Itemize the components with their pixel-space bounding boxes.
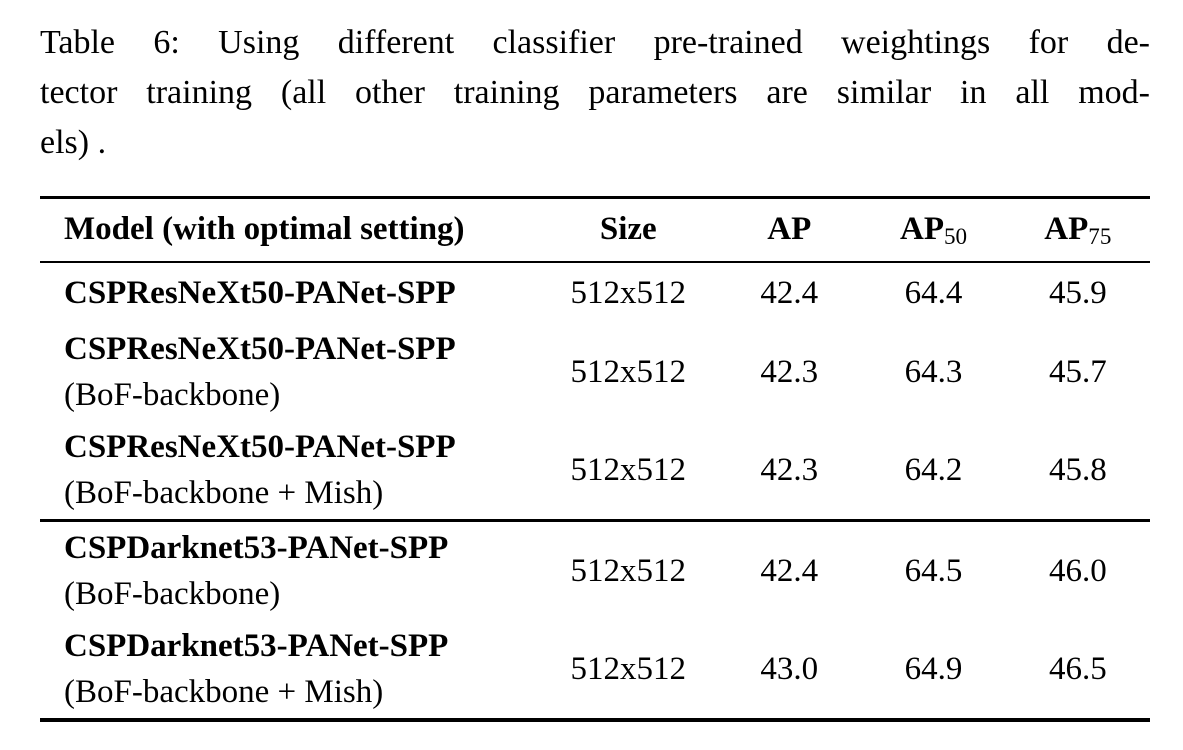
ap75-cell: 45.8 [1048, 451, 1107, 488]
model-cell: CSPDarknet53-PANet-SPP (BoF-backbone + M… [40, 620, 540, 720]
ap-cell: 42.3 [760, 353, 819, 390]
header-size: Size [539, 197, 718, 263]
model-name: CSPDarknet53-PANet-SPP [64, 530, 449, 566]
ap-cell: 42.4 [717, 519, 862, 620]
table-row: CSPDarknet53-PANet-SPP (BoF-backbone) 51… [40, 519, 1150, 620]
model-name: CSPDarknet53-PANet-SPP [64, 628, 449, 664]
size-cell: 512x512 [539, 519, 718, 620]
ap75-cell: 46.5 [1048, 650, 1107, 687]
header-ap50: AP50 [861, 197, 1006, 263]
size-cell: 512x512 [570, 451, 687, 488]
model-cell: CSPResNeXt50-PANet-SPP (BoF-backbone + M… [40, 421, 540, 521]
ap-cell: 43.0 [760, 650, 819, 687]
model-name: CSPResNeXt50-PANet-SPP [64, 331, 456, 367]
header-size-label: Size [599, 211, 657, 247]
table-body: CSPResNeXt50-PANet-SPP 512x512 42.4 64.4… [40, 262, 1150, 720]
ap75-cell: 45.9 [1048, 274, 1107, 311]
table-row: CSPResNeXt50-PANet-SPP (BoF-backbone) 51… [40, 323, 1150, 421]
results-table: Model (with optimal setting) Size AP AP5… [40, 196, 1150, 722]
model-variant: (BoF-backbone + Mish) [64, 475, 384, 511]
ap50-cell: 64.3 [904, 353, 963, 390]
caption-line: tector training (all other training para… [40, 74, 1150, 111]
model-cell: CSPResNeXt50-PANet-SPP [40, 262, 540, 323]
header-ap-label: AP [767, 211, 812, 247]
model-cell: CSPResNeXt50-PANet-SPP (BoF-backbone) [40, 323, 540, 421]
table-row: CSPResNeXt50-PANet-SPP (BoF-backbone + M… [40, 421, 1150, 521]
table-caption: Table 6: Using different classifier pre-… [40, 18, 1150, 168]
header-model-label: Model (with optimal setting) [64, 211, 465, 247]
size-cell: 512x512 [570, 650, 687, 687]
model-variant: (BoF-backbone + Mish) [64, 674, 384, 710]
model-variant: (BoF-backbone) [64, 576, 281, 612]
ap50-cell: 64.2 [904, 451, 963, 488]
size-cell: 512x512 [570, 274, 687, 311]
model-name: CSPResNeXt50-PANet-SPP [64, 429, 456, 465]
model-name: CSPResNeXt50-PANet-SPP [64, 275, 456, 311]
header-ap75-subscript: 75 [1088, 223, 1112, 250]
header-ap50-subscript: 50 [943, 223, 968, 250]
header-model: Model (with optimal setting) [40, 197, 540, 263]
ap-cell: 42.3 [760, 451, 819, 488]
ap75-cell: 45.7 [1048, 353, 1107, 390]
header-ap: AP [717, 197, 862, 263]
header-ap75: AP75 [1005, 197, 1150, 263]
size-cell: 512x512 [570, 353, 687, 390]
table-header: Model (with optimal setting) Size AP AP5… [40, 197, 1150, 263]
header-ap50-label: AP [899, 211, 944, 247]
ap50-cell: 64.4 [904, 274, 963, 311]
model-variant: (BoF-backbone) [64, 377, 281, 413]
caption-line: Table 6: Using different classifier pre-… [40, 24, 1150, 61]
table-row: CSPDarknet53-PANet-SPP (BoF-backbone + M… [40, 620, 1150, 720]
model-cell: CSPDarknet53-PANet-SPP (BoF-backbone) [40, 519, 540, 620]
ap-cell: 42.4 [760, 274, 819, 311]
ap50-cell: 64.5 [861, 519, 1006, 620]
header-ap75-label: AP [1044, 211, 1089, 247]
caption-line: els) . [40, 124, 107, 161]
ap75-cell: 46.0 [1005, 519, 1150, 620]
ap50-cell: 64.9 [904, 650, 963, 687]
table-row: CSPResNeXt50-PANet-SPP 512x512 42.4 64.4… [40, 262, 1150, 323]
header-row: Model (with optimal setting) Size AP AP5… [40, 197, 1150, 263]
